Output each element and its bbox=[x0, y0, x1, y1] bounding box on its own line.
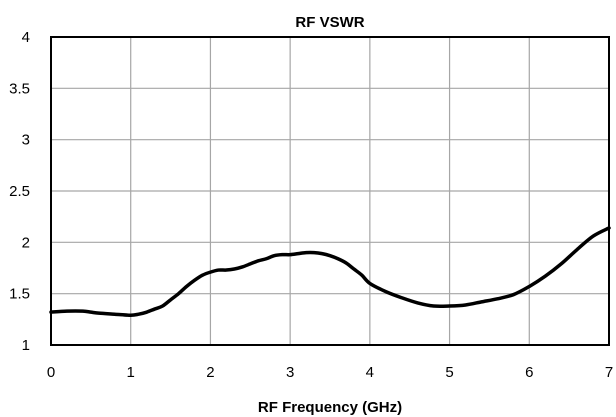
y-tick-label: 1 bbox=[22, 337, 30, 354]
y-tick-label: 4 bbox=[22, 29, 30, 46]
y-tick-label: 2.5 bbox=[9, 183, 30, 200]
chart-title: RF VSWR bbox=[295, 14, 364, 31]
x-axis-title: RF Frequency (GHz) bbox=[258, 399, 402, 416]
x-axis-ticks: 0 1 2 3 4 5 6 7 bbox=[47, 364, 613, 381]
vswr-series-line bbox=[49, 226, 611, 317]
y-tick-label: 3 bbox=[22, 132, 30, 149]
y-tick-label: 1.5 bbox=[9, 286, 30, 303]
plot-area-frame bbox=[50, 36, 610, 346]
y-tick-label: 2 bbox=[22, 234, 30, 251]
x-tick-label: 4 bbox=[366, 364, 374, 381]
x-tick-label: 1 bbox=[127, 364, 135, 381]
x-tick-label: 2 bbox=[206, 364, 214, 381]
y-tick-label: 3.5 bbox=[9, 80, 30, 97]
x-tick-label: 6 bbox=[525, 364, 533, 381]
y-axis-ticks: 1 1.5 2 2.5 3 3.5 4 bbox=[9, 29, 30, 354]
x-tick-label: 7 bbox=[605, 364, 613, 381]
x-tick-label: 0 bbox=[47, 364, 55, 381]
series-group bbox=[49, 226, 611, 317]
x-tick-label: 3 bbox=[286, 364, 294, 381]
x-tick-label: 5 bbox=[445, 364, 453, 381]
grid-lines bbox=[51, 37, 609, 345]
